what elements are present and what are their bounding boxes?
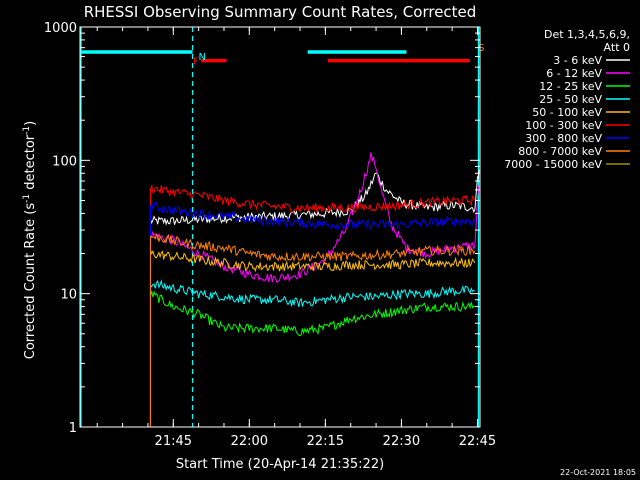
plot-content: [80, 27, 480, 427]
y-tick-label: 1: [69, 421, 77, 436]
series-line-4: [150, 249, 476, 273]
legend-label-5: 100 - 300 keV: [525, 119, 602, 132]
series-line-1: [150, 152, 480, 284]
y-axis-label: Corrected Count Rate (s-1 detector-1): [22, 121, 38, 359]
x-tick-label: 22:45: [459, 434, 496, 449]
legend-label-8: 7000 - 15000 keV: [504, 158, 602, 171]
y-tick-label: 10: [60, 288, 77, 303]
flag-label-N: N: [199, 52, 206, 63]
series-line-5: [150, 185, 476, 214]
legend-label-2: 12 - 25 keV: [539, 80, 602, 93]
y-tick-label: 1000: [44, 21, 77, 36]
y-axis-label-end: ): [23, 121, 38, 126]
y-axis-label-sup2: -1: [22, 126, 32, 135]
y-axis-label-main: Corrected Count Rate (s: [23, 203, 38, 360]
series-line-3: [150, 279, 476, 308]
x-tick-label: 22:00: [231, 434, 268, 449]
flag-label-F: F: [193, 57, 199, 68]
x-tick-label: 22:15: [307, 434, 344, 449]
y-tick-label: 100: [52, 154, 77, 169]
y-axis-label-sup1: -1: [22, 194, 32, 203]
legend-header-line2: Att 0: [604, 41, 630, 54]
y-axis-label-mid: detector: [23, 134, 38, 194]
legend-label-6: 300 - 800 keV: [525, 132, 602, 145]
legend-label-7: 800 - 7000 keV: [518, 145, 602, 158]
legend-label-3: 25 - 50 keV: [539, 93, 602, 106]
x-axis-label: Start Time (20-Apr-14 21:35:22): [176, 457, 384, 472]
x-tick-label: 22:30: [383, 434, 420, 449]
legend-label-0: 3 - 6 keV: [553, 54, 602, 67]
chart-title: RHESSI Observing Summary Count Rates, Co…: [84, 3, 477, 21]
plot-area: NF S: [80, 27, 484, 427]
axes: 1 10 100 1000 21:45 22:00 22:15 22:30 22:45: [44, 21, 496, 449]
series-line-7: [150, 233, 476, 263]
legend-label-1: 6 - 12 keV: [546, 67, 602, 80]
x-tick-label: 21:45: [155, 434, 192, 449]
series-line-2: [150, 290, 476, 337]
generated-timestamp: 22-Oct-2021 18:05: [560, 468, 636, 477]
series-line-6: [150, 201, 476, 231]
legend-label-4: 50 - 100 keV: [532, 106, 602, 119]
legend-header-line1: Det 1,3,4,5,6,9,: [544, 28, 630, 41]
axes-frame: [79, 26, 481, 428]
flag-label-S: S: [478, 43, 484, 54]
